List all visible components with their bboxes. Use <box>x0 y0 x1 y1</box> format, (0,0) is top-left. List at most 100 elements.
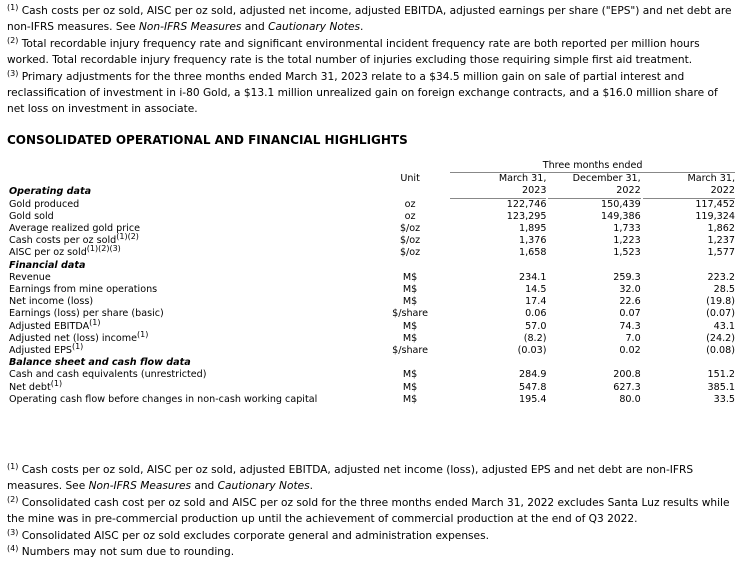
value: 1,376 <box>518 235 547 247</box>
note-marker: (1) <box>50 378 63 388</box>
value: 17.4 <box>525 296 547 308</box>
value: 0.06 <box>525 308 547 320</box>
value: 1,223 <box>613 235 641 247</box>
row-label-text: Earnings (loss) per share (basic) <box>9 308 164 320</box>
data-row: Gold sold oz 123,295 149,386 119,324 <box>9 211 735 223</box>
data-row: Cash costs per oz sold(1)(2) $/oz 1,376 1,2… <box>9 232 735 247</box>
note-text: Cautionary Notes <box>217 480 310 493</box>
note-marker: (1) <box>7 462 19 471</box>
value: 123,295 <box>506 210 547 222</box>
data-row: Operating cash flow before changes in no… <box>9 394 735 406</box>
row-label-text: Gold produced <box>9 198 80 210</box>
note-text: and <box>241 21 269 34</box>
value: 1,237 <box>707 235 735 247</box>
unit-header: Unit <box>400 173 420 185</box>
note-marker: (1)(2) <box>116 232 139 242</box>
row-label-text: Net debt <box>9 381 51 393</box>
row-label-text: Adjusted EPS <box>9 345 72 357</box>
value: 57.0 <box>525 320 547 332</box>
section-row: Balance sheet and cash flow data <box>9 357 735 369</box>
value: 80.0 <box>619 393 641 405</box>
unit: $/share <box>392 345 429 357</box>
note-marker: (3) <box>7 527 19 537</box>
value: 0.02 <box>619 345 641 357</box>
value: 122,746 <box>506 198 547 210</box>
row-label-text: Gold sold <box>9 210 54 222</box>
highlights-table: Three months ended Operating data Unit Marc… <box>7 160 737 406</box>
value: 14.5 <box>525 284 547 296</box>
note: (1) Cash costs per oz sold, AISC per oz … <box>7 462 737 495</box>
value: 7.0 <box>625 332 641 344</box>
data-row: Average realized gold price $/oz 1,895 1,73… <box>9 223 735 235</box>
value: 149,386 <box>601 210 641 222</box>
note-marker: (2) <box>7 494 19 504</box>
value: 32.0 <box>619 284 641 296</box>
value: 1,577 <box>707 247 735 259</box>
value: 74.3 <box>619 320 641 332</box>
note-text: and <box>190 480 218 493</box>
value: 33.5 <box>713 393 735 405</box>
data-row: Net income (loss) M$ 17.4 22.6 (19.8) <box>9 296 735 308</box>
section-title: Balance sheet and cash flow data <box>9 357 191 369</box>
unit: M$ <box>402 320 418 332</box>
value: 117,452 <box>695 198 735 210</box>
section-title: Operating data <box>9 186 92 198</box>
value: 150,439 <box>601 198 641 210</box>
row-label-text: Adjusted net (loss) income <box>9 332 138 344</box>
cell <box>9 160 448 173</box>
data-row: AISC per oz sold(1)(2)(3) $/oz 1,658 1,523 1… <box>9 244 735 259</box>
value: 223.2 <box>707 271 735 283</box>
note: (3) Primary adjustments for the three mo… <box>7 69 737 118</box>
data-row: Adjusted net (loss) income(1) M$ (8.2) 7.0 (… <box>9 329 735 345</box>
value: 28.5 <box>713 284 735 296</box>
unit: M$ <box>402 381 418 393</box>
column-header-line: December 31, <box>572 173 641 185</box>
row-label: Net debt(1) <box>9 378 370 394</box>
note-marker: (1) <box>7 3 19 12</box>
value: 0.07 <box>619 308 641 320</box>
column-header: December 31, 2022 <box>548 173 641 199</box>
row-label: AISC per oz sold(1)(2)(3) <box>9 244 370 259</box>
row-label: Average realized gold price <box>9 223 370 235</box>
value: 200.8 <box>613 369 641 381</box>
row-label-text: Operating cash flow before changes in no… <box>9 393 318 405</box>
row-label: Revenue <box>9 272 370 284</box>
header-row: Operating data Unit March 31, 2023 December … <box>9 173 735 199</box>
note-text: Non-IFRS Measures <box>88 480 191 493</box>
unit: M$ <box>402 393 418 405</box>
value: (8.2) <box>523 332 547 344</box>
note-marker: (1) <box>137 329 149 339</box>
unit: $/oz <box>399 223 421 235</box>
value: 119,324 <box>695 210 735 222</box>
column-header-line: 2022 <box>616 185 641 197</box>
value: 151.2 <box>707 369 735 381</box>
note-marker: (2) <box>7 35 19 45</box>
row-label: Adjusted EPS(1) <box>9 343 370 357</box>
row-label: Cash costs per oz sold(1)(2) <box>9 232 370 247</box>
unit: M$ <box>402 332 418 344</box>
value: 22.6 <box>619 296 641 308</box>
value: (19.8) <box>706 296 735 308</box>
row-label: Net income (loss) <box>9 296 370 308</box>
note: (1) Cash costs per oz sold, AISC per oz … <box>7 3 737 36</box>
note-text: Consolidated AISC per oz sold excludes c… <box>21 529 489 542</box>
row-label-text: Net income (loss) <box>9 296 94 308</box>
row-label: Earnings (loss) per share (basic) <box>9 308 370 320</box>
unit: M$ <box>402 271 418 283</box>
value: (0.03) <box>517 345 547 357</box>
column-header: March 31, 2023 <box>450 173 547 199</box>
unit: $/share <box>392 308 429 320</box>
row-label: Adjusted net (loss) income(1) <box>9 329 370 345</box>
note-marker: (1)(2)(3) <box>86 244 121 254</box>
unit: $/oz <box>399 247 421 259</box>
note-text: Cash costs per oz sold, AISC per oz sold… <box>7 464 694 493</box>
note: (3) Consolidated AISC per oz sold exclud… <box>7 528 737 544</box>
value: (24.2) <box>706 332 735 344</box>
row-label: Operating cash flow before changes in no… <box>9 394 370 406</box>
row-label: Adjusted EBITDA(1) <box>9 318 370 333</box>
section-title: Financial data <box>9 259 86 271</box>
note-marker: (3) <box>7 68 19 78</box>
value: 234.1 <box>518 271 547 283</box>
value: 195.4 <box>518 393 547 405</box>
